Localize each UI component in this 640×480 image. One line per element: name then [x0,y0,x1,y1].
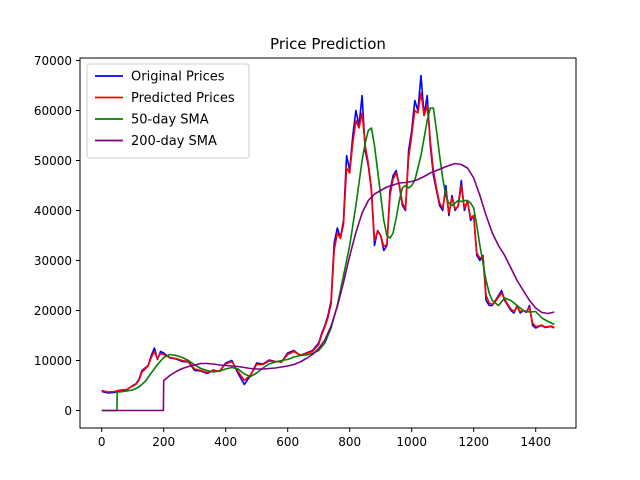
x-tick-label: 200 [152,435,175,449]
x-tick-label: 1400 [520,435,551,449]
series-layer [101,74,555,412]
x-tick-label: 600 [276,435,299,449]
legend-box [86,63,250,159]
x-tick-label: 400 [214,435,237,449]
y-tick-label: 10000 [34,354,72,368]
series-line-200-day-sma [101,162,555,412]
y-tick-label: 70000 [34,54,72,68]
x-tick-label: 800 [338,435,361,449]
series-line-50-day-sma [101,107,555,412]
axes: 0 200 400 600 800 1000 1200 1400 0 10000 20000 3000… [34,54,551,449]
chart-title: Price Prediction [270,35,386,53]
legend-label: Predicted Prices [131,91,235,106]
x-tick-label: 1200 [458,435,489,449]
x-tick-label: 1000 [396,435,427,449]
y-tick-label: 30000 [34,254,72,268]
y-tick-label: 60000 [34,104,72,118]
y-tick-label: 20000 [34,304,72,318]
x-tick-label: 0 [98,435,106,449]
y-tick-label: 0 [64,404,72,418]
legend-label: 50-day SMA [131,113,209,128]
y-tick-label: 40000 [34,204,72,218]
legend-label: 200-day SMA [131,134,217,149]
legend: Original Prices Predicted Prices 50-day SM… [86,63,250,159]
legend-label: Original Prices [131,70,225,85]
y-tick-label: 50000 [34,154,72,168]
plot-frame [79,57,577,429]
